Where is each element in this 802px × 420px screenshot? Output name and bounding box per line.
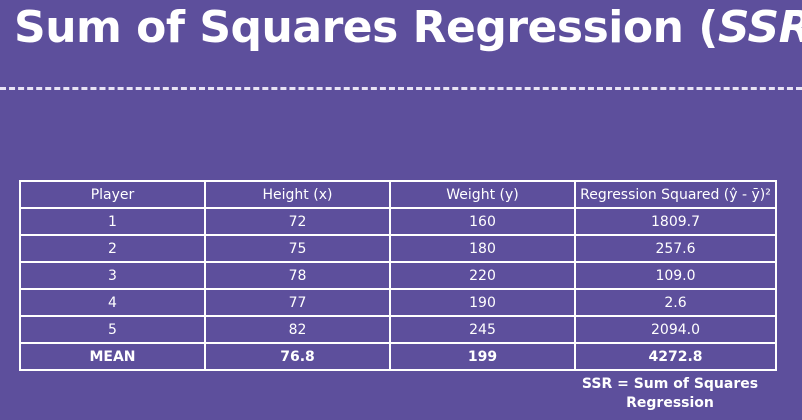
note-line-2: Regression <box>626 395 714 411</box>
mean-label: MEAN <box>19 342 206 371</box>
table-row: 5 82 245 2094.0 <box>19 315 777 344</box>
cell-weight: 190 <box>389 288 576 317</box>
cell-height: 82 <box>204 315 391 344</box>
cell-regression-squared: 2.6 <box>574 288 777 317</box>
cell-player: 5 <box>19 315 206 344</box>
title-main: Sum of Squares Regression ( <box>14 2 718 53</box>
cell-regression-squared: 1809.7 <box>574 207 777 236</box>
cell-weight: 160 <box>389 207 576 236</box>
cell-regression-squared: 109.0 <box>574 261 777 290</box>
cell-weight: 180 <box>389 234 576 263</box>
mean-weight: 199 <box>389 342 576 371</box>
cell-player: 3 <box>19 261 206 290</box>
header-regression-squared: Regression Squared (ŷ - ȳ)² <box>574 180 777 209</box>
ssr-definition-note: SSR = Sum of Squares Regression <box>560 375 780 413</box>
dashed-divider <box>0 87 802 90</box>
cell-weight: 245 <box>389 315 576 344</box>
regression-table: Player Height (x) Weight (y) Regression … <box>19 180 777 371</box>
cell-regression-squared: 2094.0 <box>574 315 777 344</box>
mean-height: 76.8 <box>204 342 391 371</box>
title-abbr: SSR <box>717 2 802 53</box>
mean-row: MEAN 76.8 199 4272.8 <box>19 342 777 371</box>
mean-regression-squared: 4272.8 <box>574 342 777 371</box>
table-row: 1 72 160 1809.7 <box>19 207 777 236</box>
table-row: 3 78 220 109.0 <box>19 261 777 290</box>
slide-title: Sum of Squares Regression (SSR) <box>14 2 802 53</box>
cell-weight: 220 <box>389 261 576 290</box>
cell-player: 1 <box>19 207 206 236</box>
note-line-1: SSR = Sum of Squares <box>581 376 759 392</box>
cell-height: 78 <box>204 261 391 290</box>
cell-regression-squared: 257.6 <box>574 234 777 263</box>
cell-player: 2 <box>19 234 206 263</box>
table-header-row: Player Height (x) Weight (y) Regression … <box>19 180 777 209</box>
header-height: Height (x) <box>204 180 391 209</box>
cell-height: 72 <box>204 207 391 236</box>
cell-height: 75 <box>204 234 391 263</box>
cell-player: 4 <box>19 288 206 317</box>
table-row: 4 77 190 2.6 <box>19 288 777 317</box>
cell-height: 77 <box>204 288 391 317</box>
table-row: 2 75 180 257.6 <box>19 234 777 263</box>
header-player: Player <box>19 180 206 209</box>
header-weight: Weight (y) <box>389 180 576 209</box>
